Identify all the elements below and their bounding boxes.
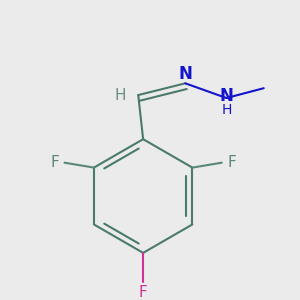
Text: F: F — [139, 285, 148, 300]
Text: H: H — [221, 103, 232, 117]
Text: N: N — [178, 64, 192, 82]
Text: F: F — [50, 155, 59, 170]
Text: N: N — [220, 87, 233, 105]
Text: H: H — [115, 88, 126, 103]
Text: F: F — [227, 155, 236, 170]
